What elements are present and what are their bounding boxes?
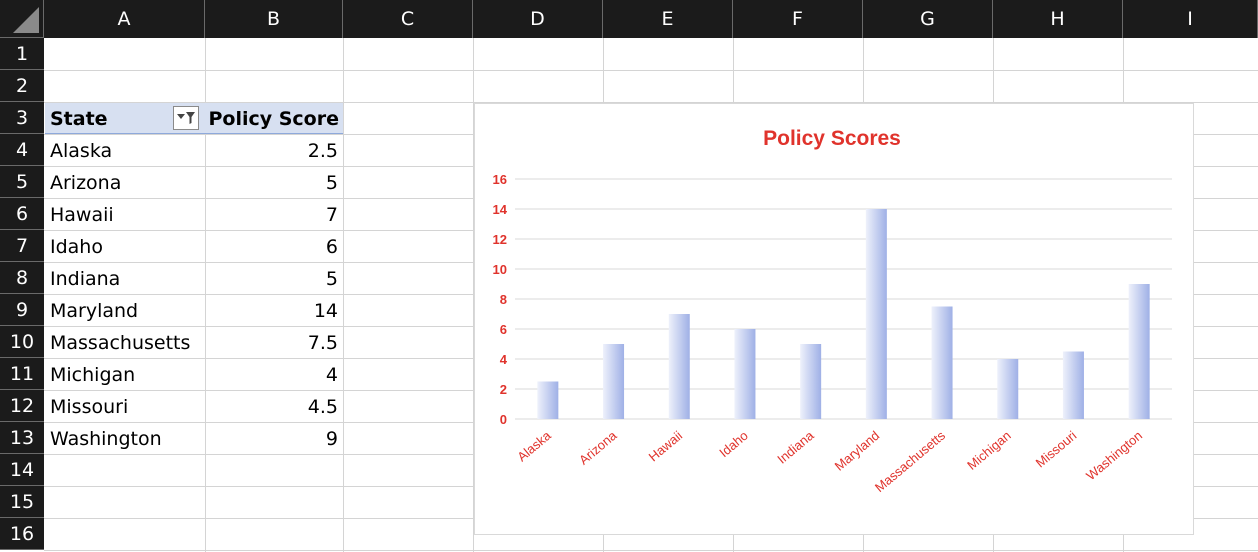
row-header-1[interactable]: 1: [0, 38, 44, 70]
x-category-label: Maryland: [832, 428, 883, 474]
y-tick-label: 6: [500, 322, 507, 337]
x-category-label: Indiana: [774, 427, 817, 466]
row-header-13[interactable]: 13: [0, 422, 44, 454]
chart-bar: [734, 329, 756, 419]
x-category-label: Missouri: [1033, 428, 1080, 471]
row-header-8[interactable]: 8: [0, 262, 44, 294]
cell-score[interactable]: 2.5: [307, 140, 338, 162]
cell-state[interactable]: Arizona: [50, 172, 122, 194]
row-header-7[interactable]: 7: [0, 230, 44, 262]
chart-bar: [1128, 284, 1150, 419]
column-header-e[interactable]: E: [603, 0, 733, 38]
column-header-c[interactable]: C: [343, 0, 473, 38]
gridline: [44, 102, 1258, 103]
chart-bar: [537, 381, 559, 419]
x-category-label: Michigan: [964, 428, 1014, 473]
y-tick-label: 0: [500, 412, 507, 427]
cell-state[interactable]: Missouri: [50, 396, 129, 418]
chart-bar: [1062, 351, 1084, 419]
column-header-b[interactable]: B: [205, 0, 343, 38]
cell-state[interactable]: Hawaii: [50, 204, 114, 226]
cell-state[interactable]: Idaho: [50, 236, 103, 258]
x-category-label: Idaho: [716, 428, 751, 460]
cell-score[interactable]: 7: [325, 204, 338, 226]
chart-bar: [997, 359, 1019, 419]
gridline: [473, 38, 474, 552]
row-header-12[interactable]: 12: [0, 390, 44, 422]
chart-bar: [668, 314, 690, 419]
x-category-label: Arizona: [576, 427, 620, 467]
gridline: [44, 70, 1258, 71]
cell-state[interactable]: Alaska: [50, 140, 113, 162]
chart-bar: [603, 344, 625, 419]
y-tick-label: 12: [493, 232, 507, 247]
select-all-triangle-icon: [13, 7, 39, 33]
column-header-h[interactable]: H: [993, 0, 1123, 38]
row-header-2[interactable]: 2: [0, 70, 44, 102]
cell-state[interactable]: Washington: [50, 428, 162, 450]
cell-state[interactable]: Michigan: [50, 364, 136, 386]
embedded-chart[interactable]: Policy Scores 0 2 4 6 8 10 12 14 16 Alaska Arizona H…: [474, 103, 1194, 535]
y-tick-label: 4: [500, 352, 508, 367]
column-header-g[interactable]: G: [863, 0, 993, 38]
x-category-label: Washington: [1083, 428, 1145, 483]
cell-score[interactable]: 5: [325, 268, 338, 290]
chart-bar: [800, 344, 822, 419]
cell-score[interactable]: 7.5: [307, 332, 338, 354]
row-header-11[interactable]: 11: [0, 358, 44, 390]
y-tick-label: 10: [493, 262, 507, 277]
cell-score[interactable]: 9: [325, 428, 338, 450]
column-header-i[interactable]: I: [1123, 0, 1258, 38]
cell-score[interactable]: 6: [325, 236, 338, 258]
row-header-15[interactable]: 15: [0, 486, 44, 518]
cell-score[interactable]: 4.5: [307, 396, 338, 418]
row-header-5[interactable]: 5: [0, 166, 44, 198]
y-tick-label: 8: [500, 292, 507, 307]
select-all-button[interactable]: [0, 0, 44, 38]
chart-bar: [865, 209, 887, 419]
cell-state[interactable]: Indiana: [50, 268, 121, 290]
row-header-4[interactable]: 4: [0, 134, 44, 166]
chart-canvas: Policy Scores 0 2 4 6 8 10 12 14 16 Alaska Arizona H…: [493, 127, 1172, 495]
row-header-6[interactable]: 6: [0, 198, 44, 230]
column-header-a[interactable]: A: [44, 0, 205, 38]
cell-score[interactable]: 4: [325, 364, 338, 386]
row-header-10[interactable]: 10: [0, 326, 44, 358]
filter-dropdown-icon: [177, 112, 195, 124]
filter-button[interactable]: [173, 106, 199, 130]
cell-state[interactable]: Massachusetts: [50, 332, 191, 354]
x-category-label: Massachusetts: [872, 427, 948, 495]
chart-bar: [931, 306, 953, 419]
cell-score[interactable]: 14: [313, 300, 338, 322]
table-header-policy-score[interactable]: Policy Score: [208, 108, 339, 130]
cell-state[interactable]: Maryland: [50, 300, 139, 322]
row-header-14[interactable]: 14: [0, 454, 44, 486]
gridline: [343, 38, 344, 552]
y-tick-label: 2: [500, 382, 507, 397]
x-category-label: Alaska: [514, 427, 554, 464]
table-header-state[interactable]: State: [50, 108, 108, 130]
column-header-d[interactable]: D: [473, 0, 603, 38]
chart-title: Policy Scores: [763, 127, 901, 150]
gridline: [44, 550, 1258, 551]
gridline: [205, 38, 206, 552]
y-tick-label: 14: [493, 202, 508, 217]
column-header-f[interactable]: F: [733, 0, 863, 38]
y-tick-label: 16: [493, 172, 507, 187]
cell-score[interactable]: 5: [325, 172, 338, 194]
x-category-label: Hawaii: [646, 428, 686, 465]
row-header-3[interactable]: 3: [0, 102, 44, 134]
row-header-16[interactable]: 16: [0, 518, 44, 550]
row-header-9[interactable]: 9: [0, 294, 44, 326]
